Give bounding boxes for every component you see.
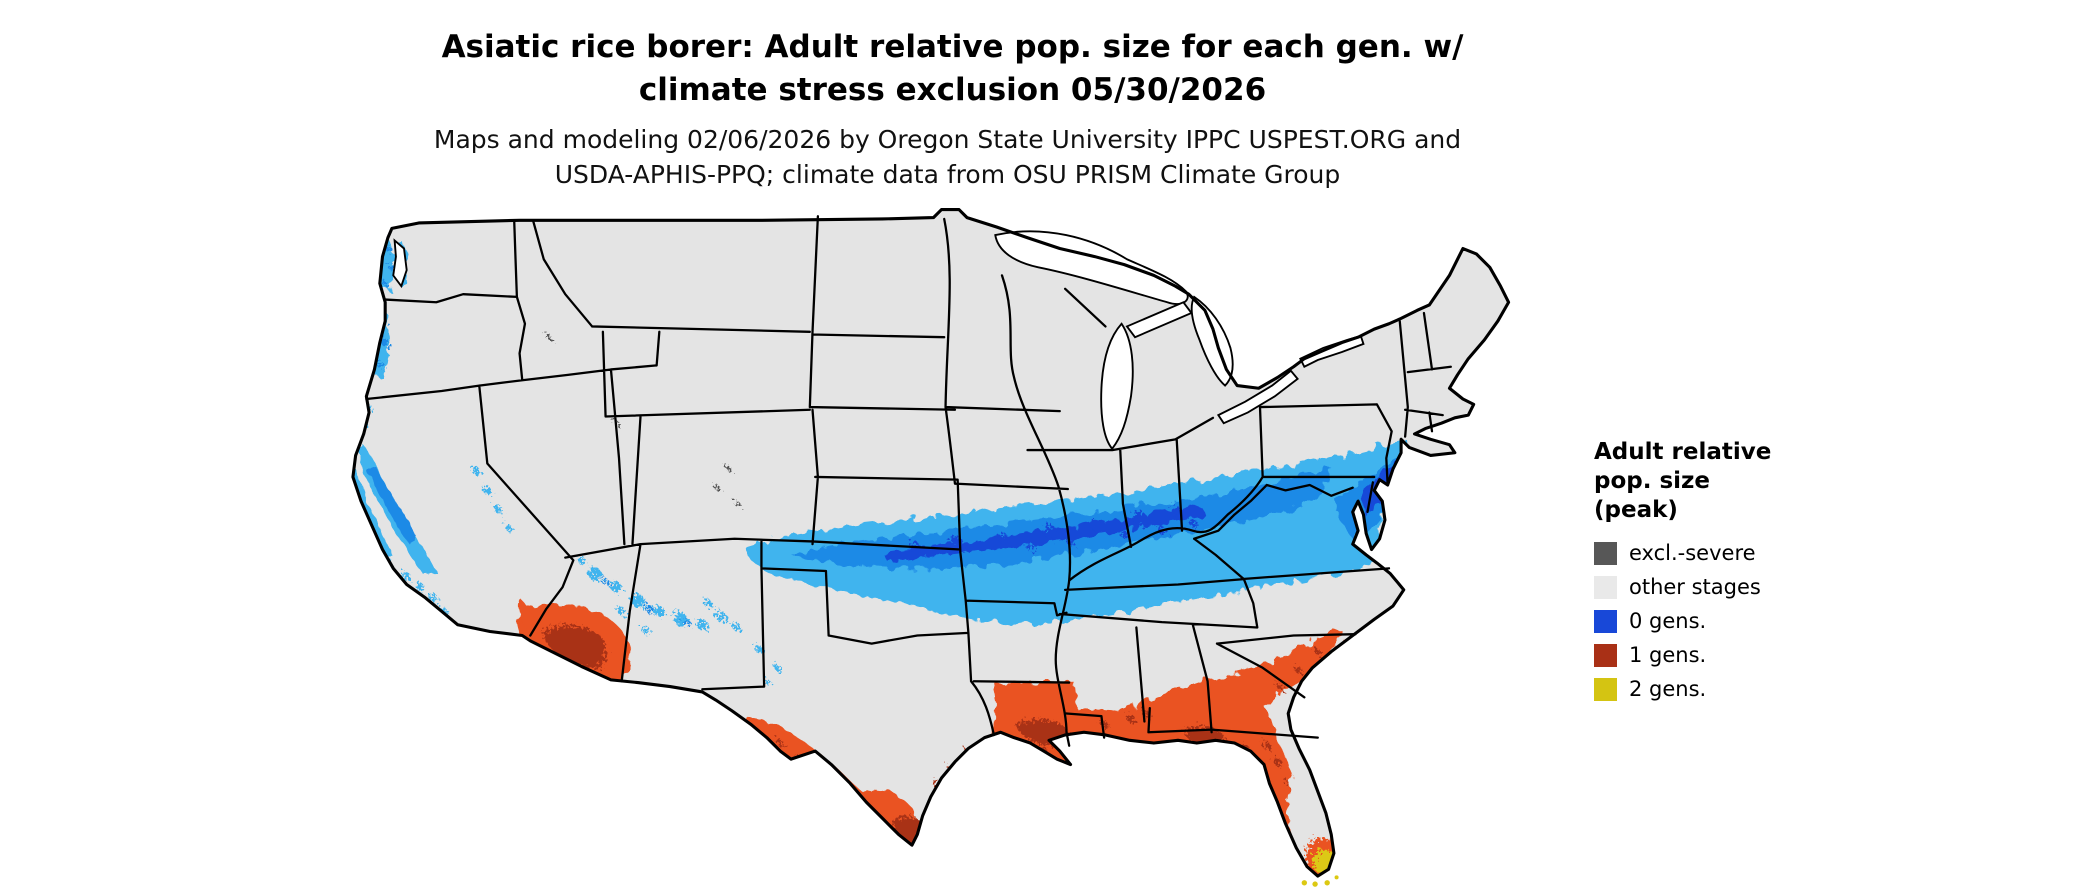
map-subtitle-line1: Maps and modeling 02/06/2026 by Oregon S… (433, 125, 1462, 154)
lake-ontario (1299, 334, 1365, 369)
legend-swatch-2-gens (1594, 677, 1617, 701)
state-borders (365, 215, 1452, 747)
southwest-blue-specks (577, 556, 781, 684)
legend-title-line1: Adult relative (1594, 439, 1772, 465)
legend-item-excl-severe: excl.-severe (1594, 540, 1894, 566)
legend-label-2-gens: 2 gens. (1629, 677, 1707, 701)
puget-sound (392, 238, 408, 289)
legend-label-0-gens: 0 gens. (1629, 609, 1707, 633)
legend-title-line3: (peak) (1594, 497, 1678, 523)
map-subtitle-line2: USDA-APHIS-PPQ; climate data from OSU PR… (554, 160, 1341, 189)
us-outline (351, 208, 1511, 878)
florida-keys-dots (1301, 875, 1339, 887)
lake-michigan (1100, 322, 1134, 451)
legend-swatch-0-gens (1594, 609, 1617, 633)
legend-label-other-stages: other stages (1629, 575, 1761, 599)
legend-item-1-gens: 1 gens. (1594, 642, 1894, 668)
legend-swatch-excl-severe (1594, 541, 1617, 565)
two-gens-yellow (1305, 838, 1345, 877)
map-title: Asiatic rice borer: Adult relative pop. … (0, 26, 1905, 112)
lake-huron (1190, 295, 1234, 387)
map-title-line2: climate stress exclusion 05/30/2026 (638, 72, 1267, 108)
legend-title-line2: pop. size (1594, 468, 1711, 494)
excl-severe-specks (546, 334, 740, 507)
legend-label-excl-severe: excl.-severe (1629, 541, 1756, 565)
legend-item-other-stages: other stages (1594, 574, 1894, 600)
legend-swatch-other-stages (1594, 575, 1617, 599)
legend-label-1-gens: 1 gens. (1629, 643, 1707, 667)
legend-items: excl.-severe other stages 0 gens. 1 gens… (1594, 540, 1894, 702)
legend-item-2-gens: 2 gens. (1594, 676, 1894, 702)
us-map (318, 208, 1561, 887)
great-lakes (392, 230, 1365, 451)
legend-swatch-1-gens (1594, 643, 1617, 667)
legend-item-0-gens: 0 gens. (1594, 608, 1894, 634)
map-legend: Adult relative pop. size (peak) excl.-se… (1594, 438, 1894, 710)
legend-title: Adult relative pop. size (peak) (1594, 438, 1894, 525)
map-title-line1: Asiatic rice borer: Adult relative pop. … (441, 29, 1464, 65)
lake-erie (1216, 369, 1299, 425)
lake-superior (994, 230, 1189, 305)
map-subtitle: Maps and modeling 02/06/2026 by Oregon S… (0, 122, 1895, 192)
